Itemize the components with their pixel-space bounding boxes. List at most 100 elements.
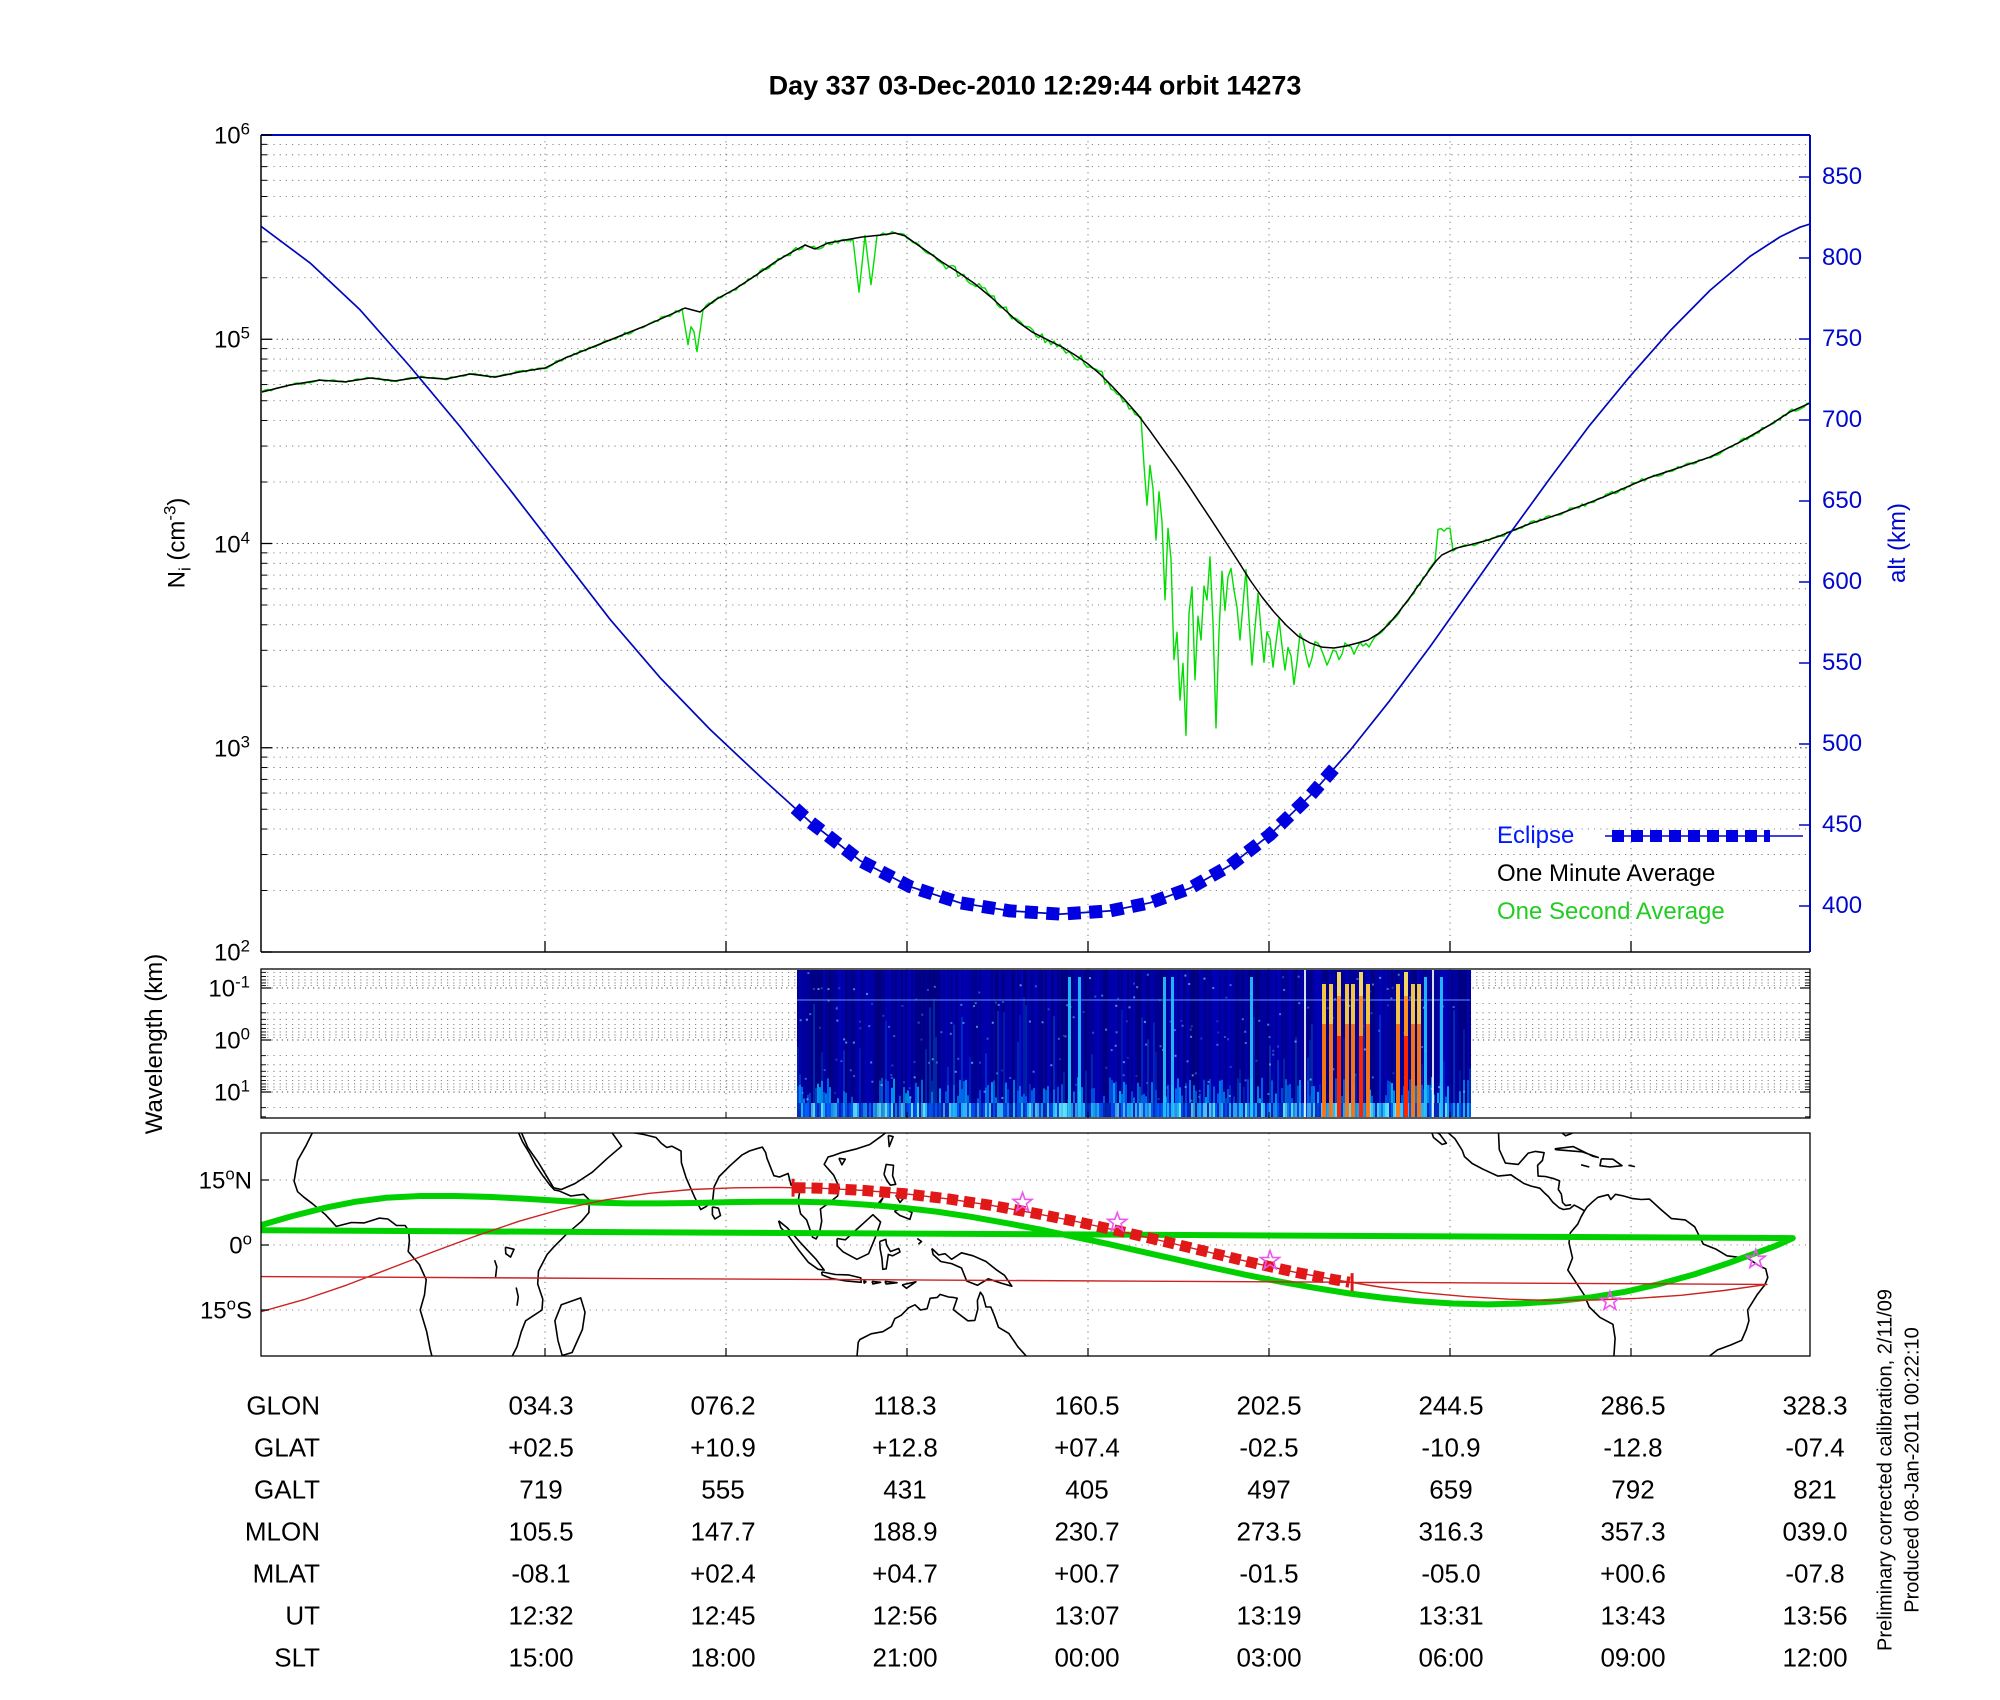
- table-cell-slt-1: 15:00: [508, 1642, 574, 1673]
- table-cell-mlon-1: 105.5: [508, 1516, 574, 1547]
- table-cell-ut-8: 13:56: [1782, 1600, 1848, 1631]
- table-cell-glat-3: +12.8: [872, 1432, 938, 1463]
- table-cell-slt-2: 18:00: [690, 1642, 756, 1673]
- table-cell-glon-6: 244.5: [1418, 1390, 1484, 1421]
- star-marker: [1010, 1190, 1035, 1213]
- table-cell-slt-4: 00:00: [1054, 1642, 1120, 1673]
- alt-tick-750: 750: [1822, 325, 1863, 352]
- star-marker: [1598, 1288, 1622, 1312]
- table-cell-mlat-8: -07.8: [1785, 1558, 1845, 1589]
- table-cell-glat-5: -02.5: [1239, 1432, 1299, 1463]
- alt-tick-650: 650: [1822, 487, 1863, 514]
- table-cell-mlat-7: +00.6: [1600, 1558, 1666, 1589]
- star-marker: [1743, 1246, 1768, 1270]
- table-row-label-glon: GLON: [246, 1390, 320, 1421]
- y-axis-label-altitude: alt (km): [1884, 503, 1911, 583]
- table-cell-slt-6: 06:00: [1418, 1642, 1484, 1673]
- table-cell-galt-1: 719: [519, 1474, 563, 1505]
- table-cell-mlat-6: -05.0: [1421, 1558, 1481, 1589]
- table-cell-mlon-2: 147.7: [690, 1516, 756, 1547]
- legend-eclipse-label: Eclipse: [1497, 822, 1575, 849]
- table-cell-mlat-2: +02.4: [690, 1558, 756, 1589]
- ground-track-map: [261, 1133, 1796, 1356]
- axes: [260, 134, 1811, 1357]
- wavelength-tick-10e1: 101: [213, 1076, 250, 1107]
- table-row-label-mlat: MLAT: [252, 1558, 320, 1589]
- alt-tick-400: 400: [1822, 892, 1863, 919]
- alt-tick-600: 600: [1822, 568, 1863, 595]
- alt-tick-850: 850: [1822, 163, 1863, 190]
- ni-tick-10e3: 103: [213, 732, 250, 763]
- table-cell-mlat-4: +00.7: [1054, 1558, 1120, 1589]
- alt-tick-500: 500: [1822, 730, 1863, 757]
- table-cell-slt-3: 21:00: [872, 1642, 938, 1673]
- ni-tick-10e4: 104: [213, 528, 250, 558]
- y-axis-label-density: Ni (cm-3): [160, 497, 195, 589]
- table-cell-mlon-7: 357.3: [1600, 1516, 1666, 1547]
- map-lat-tick-0: 0o: [229, 1229, 252, 1260]
- table-cell-galt-3: 431: [883, 1474, 927, 1505]
- table-cell-mlon-4: 230.7: [1054, 1516, 1120, 1547]
- table-row-label-ut: UT: [285, 1600, 320, 1631]
- ni-tick-10e2: 102: [213, 936, 250, 967]
- wavelength-spectrogram: [797, 970, 1471, 1117]
- table-cell-glat-6: -10.9: [1421, 1432, 1481, 1463]
- table-row-label-galt: GALT: [254, 1474, 320, 1505]
- density-altitude-curves: [261, 223, 1810, 921]
- table-cell-galt-6: 659: [1429, 1474, 1473, 1505]
- table-cell-ut-7: 13:43: [1600, 1600, 1666, 1631]
- y-axis-label-wavelength: Wavelength (km): [141, 953, 168, 1135]
- map-lat-tick-15N: 15oN: [198, 1164, 252, 1195]
- table-cell-galt-5: 497: [1247, 1474, 1291, 1505]
- table-cell-glon-1: 034.3: [508, 1390, 574, 1421]
- table-cell-galt-2: 555: [701, 1474, 745, 1505]
- credits-line-1: Preliminary corrected calibration, 2/11/…: [1874, 1288, 1897, 1652]
- legend-one-second-label: One Second Average: [1497, 898, 1725, 925]
- table-cell-glon-3: 118.3: [873, 1390, 937, 1421]
- table-row-label-glat: GLAT: [254, 1432, 320, 1463]
- table-cell-mlat-3: +04.7: [872, 1558, 938, 1589]
- alt-tick-550: 550: [1822, 649, 1863, 676]
- table-cell-slt-8: 12:00: [1782, 1642, 1848, 1673]
- table-cell-glat-4: +07.4: [1054, 1432, 1120, 1463]
- table-cell-galt-7: 792: [1611, 1474, 1655, 1505]
- table-cell-mlon-5: 273.5: [1236, 1516, 1302, 1547]
- table-cell-glon-8: 328.3: [1782, 1390, 1848, 1421]
- table-cell-galt-8: 821: [1793, 1474, 1837, 1505]
- table-cell-glat-8: -07.4: [1785, 1432, 1845, 1463]
- table-cell-mlat-1: -08.1: [511, 1558, 571, 1589]
- alt-tick-800: 800: [1822, 244, 1863, 271]
- table-cell-ut-6: 13:31: [1418, 1600, 1484, 1631]
- table-cell-ut-3: 12:56: [872, 1600, 938, 1631]
- table-cell-ut-5: 13:19: [1236, 1600, 1302, 1631]
- wavelength-tick-10e0: 100: [213, 1024, 250, 1055]
- table-cell-mlon-3: 188.9: [872, 1516, 938, 1547]
- table-cell-mlon-8: 039.0: [1782, 1516, 1848, 1547]
- table-cell-glon-5: 202.5: [1236, 1390, 1302, 1421]
- table-cell-slt-5: 03:00: [1236, 1642, 1302, 1673]
- wavelength-tick-10e-1: 10-1: [208, 972, 250, 1003]
- table-cell-mlon-6: 316.3: [1418, 1516, 1484, 1547]
- ni-tick-10e5: 105: [213, 323, 250, 354]
- table-cell-ut-2: 12:45: [690, 1600, 756, 1631]
- map-lat-tick-15S: 15oS: [199, 1294, 252, 1325]
- table-cell-galt-4: 405: [1065, 1474, 1109, 1505]
- table-cell-ut-4: 13:07: [1054, 1600, 1120, 1631]
- table-cell-ut-1: 12:32: [508, 1600, 574, 1631]
- alt-tick-700: 700: [1822, 406, 1863, 433]
- legend-one-minute-label: One Minute Average: [1497, 860, 1716, 887]
- star-marker: [1258, 1248, 1282, 1271]
- table-row-label-slt: SLT: [274, 1642, 320, 1673]
- page-title: Day 337 03-Dec-2010 12:29:44 orbit 14273: [768, 70, 1302, 101]
- table-cell-glon-7: 286.5: [1600, 1390, 1666, 1421]
- table-row-label-mlon: MLON: [244, 1516, 320, 1547]
- table-cell-slt-7: 09:00: [1600, 1642, 1666, 1673]
- table-cell-glon-2: 076.2: [690, 1390, 756, 1421]
- credits-line-2: Produced 08-Jan-2011 00:22:10: [1901, 1327, 1924, 1613]
- table-cell-mlat-5: -01.5: [1239, 1558, 1299, 1589]
- table-cell-glat-2: +10.9: [690, 1432, 756, 1463]
- table-cell-glat-7: -12.8: [1603, 1432, 1663, 1463]
- table-cell-glat-1: +02.5: [508, 1432, 574, 1463]
